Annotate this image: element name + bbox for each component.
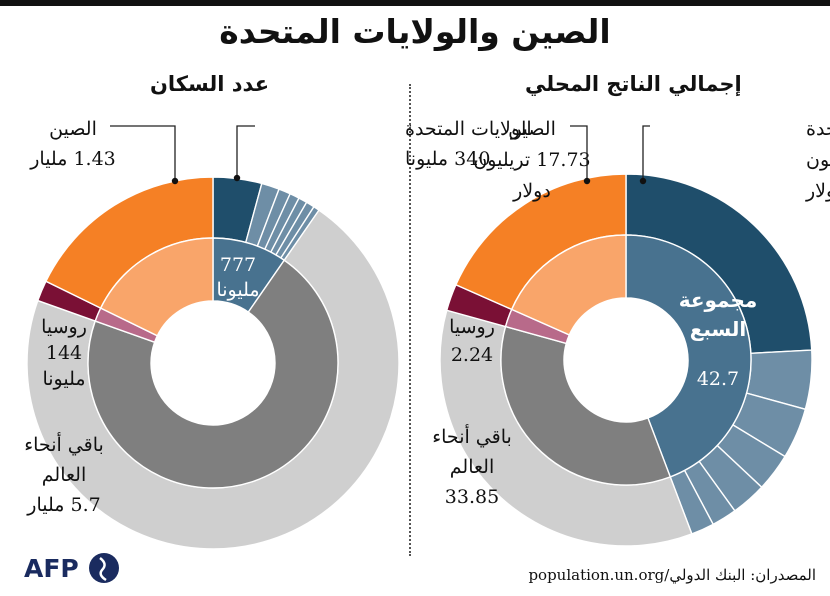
pop-china-leader-dot <box>171 177 179 185</box>
gdp-inner-slice-0 <box>625 234 752 478</box>
afp-logo: AFP <box>24 553 119 583</box>
gdp-inner-slice-1 <box>500 325 672 486</box>
pop-g7-label-line-1: مليونا <box>216 279 259 301</box>
panel-divider <box>409 84 411 556</box>
gdp-china-label-line-2: دولار <box>512 180 551 202</box>
afp-logo-text: AFP <box>24 554 79 583</box>
pop-inner-slice-1 <box>87 259 339 489</box>
gdp-title: إجمالي الناتج المحلي <box>525 72 742 96</box>
gdp-usa-label-line-2: دولار <box>805 180 830 202</box>
gdp-g7-value-line-0: 42.7 <box>697 368 739 390</box>
pop-rest-label-line-1: العالم <box>42 464 86 486</box>
pop-russia-label-line-2: مليونا <box>42 368 85 390</box>
gdp-g7-name-line-0: مجموعة <box>679 288 758 312</box>
gdp-rest-label-line-0: باقي أنحاء <box>432 423 512 448</box>
gdp-russia-label-line-1: 2.24 <box>451 344 493 366</box>
gdp-china-label-line-0: الصين <box>508 118 556 140</box>
pop-china-label-line-1: 1.43 مليار <box>29 148 116 170</box>
gdp-china-leader <box>570 125 588 181</box>
pop-usa-label-line-0: الولايات المتحدة <box>405 118 532 140</box>
gdp-usa-label-line-0: الولايات المتحدة <box>806 118 830 140</box>
gdp-usa-label-line-1: 23.31 تريليون <box>806 149 830 171</box>
source-note: المصدران: البنك الدولي/population.un.org <box>528 566 816 584</box>
population-title: عدد السكان <box>150 72 270 96</box>
pop-china-label-line-0: الصين <box>49 118 97 140</box>
pop-inner-slice-3 <box>99 237 214 337</box>
gdp-usa-leader <box>642 125 650 181</box>
pop-rest-label-line-0: باقي أنحاء <box>24 431 104 456</box>
gdp-china-leader-dot <box>583 177 591 185</box>
pop-usa-leader-dot <box>233 174 241 182</box>
gdp-rest-label-line-1: العالم <box>450 456 494 478</box>
top-bar <box>0 0 830 6</box>
gdp-g7-name-line-1: السبع <box>690 317 747 341</box>
gdp-rest-label-line-2: 33.85 <box>445 486 499 508</box>
gdp-china-label-line-1: 17.73 تريليون <box>473 149 590 171</box>
pop-usa-label-line-1: 340 مليونا <box>405 148 490 170</box>
gdp-usa-leader-dot <box>639 177 647 185</box>
page-title: الصين والولايات المتحدة <box>219 12 611 51</box>
pop-g7-label-line-0: 777 <box>220 254 256 276</box>
pop-china-leader <box>110 125 176 181</box>
gdp-russia-label-line-0: روسيا <box>449 316 495 338</box>
pop-russia-label-line-1: 144 <box>46 342 82 364</box>
pop-usa-leader <box>236 125 255 178</box>
pop-russia-label-line-0: روسيا <box>41 316 87 338</box>
gdp-inner-slice-3 <box>510 234 627 336</box>
pop-rest-label-line-2: 5.7 مليار <box>26 494 100 516</box>
